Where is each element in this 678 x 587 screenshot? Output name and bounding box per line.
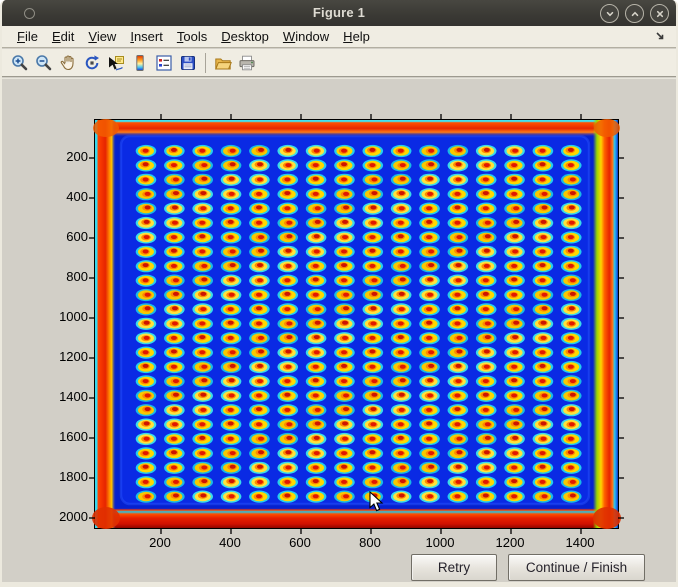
close-icon [655, 9, 665, 19]
continue-finish-button[interactable]: Continue / Finish [508, 554, 645, 581]
menu-desktop[interactable]: Desktop [214, 27, 276, 46]
y-tick-label: 1800 [42, 469, 88, 484]
insert-legend-icon[interactable] [152, 51, 176, 75]
x-tick-label: 1400 [550, 535, 610, 550]
chevron-down-icon [605, 9, 615, 19]
plate-edge-right [593, 120, 618, 528]
x-tick-label: 200 [130, 535, 190, 550]
plate-edge-bottom [95, 502, 618, 528]
y-tick-label: 1400 [42, 389, 88, 404]
y-tick-label: 2000 [42, 509, 88, 524]
x-tick-label: 1200 [480, 535, 540, 550]
menu-view[interactable]: View [81, 27, 123, 46]
window-title: Figure 1 [0, 5, 678, 20]
y-tick-label: 400 [42, 189, 88, 204]
mouse-cursor [369, 491, 385, 513]
minimize-button[interactable] [600, 4, 619, 23]
y-tick-label: 600 [42, 229, 88, 244]
title-bar[interactable]: Figure 1 [0, 0, 678, 26]
close-button[interactable] [650, 4, 669, 23]
plate-edge-left [95, 120, 116, 528]
undock-arrow-icon[interactable] [654, 29, 666, 47]
y-tick-label: 1000 [42, 309, 88, 324]
print-figure-icon[interactable] [235, 51, 259, 75]
open-file-icon[interactable] [211, 51, 235, 75]
maximize-button[interactable] [625, 4, 644, 23]
zoom-out-icon[interactable] [32, 51, 56, 75]
x-tick-label: 800 [340, 535, 400, 550]
rotate-3d-icon[interactable] [80, 51, 104, 75]
zoom-in-icon[interactable] [8, 51, 32, 75]
menu-edit[interactable]: Edit [45, 27, 81, 46]
menu-insert[interactable]: Insert [123, 27, 170, 46]
x-tick-label: 600 [270, 535, 330, 550]
figure-window: Figure 1 File Edit View Insert Tools Des… [0, 0, 678, 587]
menu-file[interactable]: File [10, 27, 45, 46]
menu-tools[interactable]: Tools [170, 27, 214, 46]
window-controls [600, 4, 669, 23]
corner-hotspot [93, 119, 119, 137]
pan-icon[interactable] [56, 51, 80, 75]
x-tick-label: 400 [200, 535, 260, 550]
y-tick-label: 1200 [42, 349, 88, 364]
y-tick-label: 800 [42, 269, 88, 284]
chevron-up-icon [630, 9, 640, 19]
plot-axes[interactable] [94, 119, 619, 529]
retry-button[interactable]: Retry [411, 554, 497, 581]
plate-edge-top [95, 120, 618, 137]
data-cursor-icon[interactable] [104, 51, 128, 75]
save-figure-icon[interactable] [176, 51, 200, 75]
toolbar-separator [205, 53, 206, 73]
y-tick-label: 1600 [42, 429, 88, 444]
menu-help[interactable]: Help [336, 27, 377, 46]
corner-hotspot [594, 119, 620, 137]
menu-window[interactable]: Window [276, 27, 336, 46]
menu-bar: File Edit View Insert Tools Desktop Wind… [2, 26, 676, 48]
corner-hotspot [593, 507, 621, 529]
x-tick-label: 1000 [410, 535, 470, 550]
scan-image[interactable] [95, 120, 618, 528]
insert-colorbar-icon[interactable] [128, 51, 152, 75]
figure-toolbar [2, 49, 676, 77]
y-tick-label: 200 [42, 149, 88, 164]
corner-hotspot [92, 507, 120, 529]
